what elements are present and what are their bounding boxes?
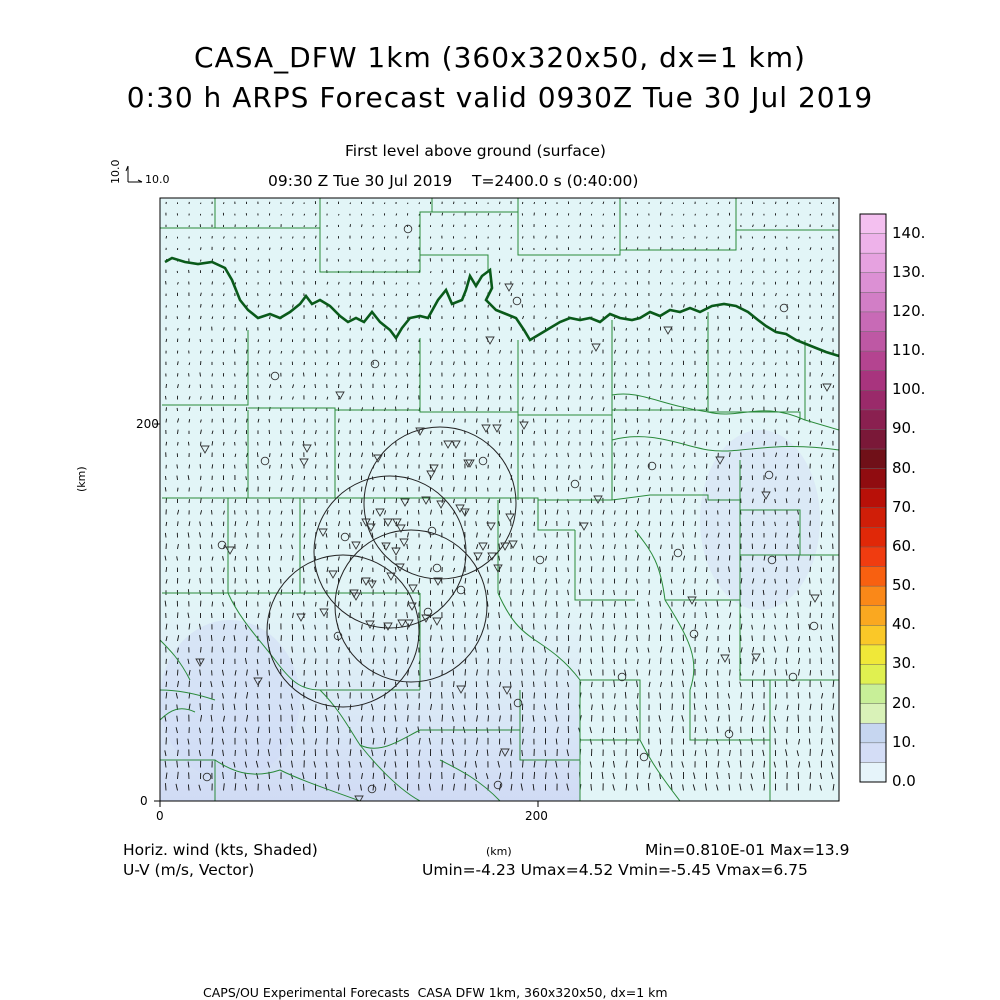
colorbar [859, 213, 887, 783]
field-legend-vector: U-V (m/s, Vector) [123, 861, 255, 879]
colorbar-swatch [860, 703, 886, 724]
x-tick-label-200: 200 [525, 809, 548, 823]
colorbar-label: 80. [892, 458, 916, 477]
observation-stations [195, 224, 832, 801]
colorbar-label: 140. [892, 223, 926, 242]
colorbar-swatch [860, 449, 886, 469]
colorbar-swatch [860, 292, 886, 313]
colorbar-swatch [860, 625, 886, 646]
colorbar-swatch [860, 370, 886, 391]
y-tick-label-0: 0 [140, 794, 148, 808]
field-legend-shaded: Horiz. wind (kts, Shaded) [123, 841, 318, 859]
colorbar-swatch [860, 723, 886, 744]
colorbar-label: 90. [892, 419, 916, 438]
colorbar-label: 10. [892, 732, 916, 751]
uv-extrema-stats: Umin=-4.23 Umax=4.52 Vmin=-5.45 Vmax=6.7… [422, 861, 808, 879]
radar-ring [266, 554, 420, 708]
wind-vector-field [164, 201, 835, 791]
colorbar-label: 20. [892, 693, 916, 712]
colorbar-swatch [860, 409, 886, 430]
colorbar-label: 100. [892, 380, 926, 399]
colorbar-swatch [860, 566, 886, 587]
colorbar-swatch [860, 644, 886, 665]
reference-vector-v-label: 10.0 [109, 159, 122, 185]
colorbar-swatch [860, 546, 886, 567]
colorbar-swatch [860, 253, 886, 274]
x-tick-label-0: 0 [156, 809, 164, 823]
colorbar-label: 0.0 [892, 772, 916, 790]
colorbar-swatch [860, 762, 886, 783]
colorbar-label: 40. [892, 615, 916, 634]
colorbar-label: 110. [892, 341, 926, 360]
plot-frame [159, 197, 840, 802]
colorbar-label: 70. [892, 497, 916, 516]
colorbar-frame [859, 213, 887, 783]
footer-credit: CAPS/OU Experimental Forecasts CASA DFW … [203, 985, 668, 1000]
colorbar-swatch [860, 311, 886, 332]
colorbar-swatch [860, 429, 886, 450]
axis-ticks [154, 423, 539, 807]
reference-vector-u-label: 10.0 [145, 173, 170, 186]
colorbar-swatch [860, 272, 886, 293]
x-axis-unit: (km) [486, 845, 512, 858]
wind-shade-region [160, 620, 300, 780]
plot-title-line1: CASA_DFW 1km (360x320x50, dx=1 km) [194, 41, 806, 74]
radar-ring [313, 475, 467, 629]
colorbar-label: 120. [892, 301, 926, 320]
colorbar-swatch [860, 351, 886, 371]
colorbar-swatch [860, 233, 886, 254]
colorbar-swatch [860, 468, 886, 489]
colorbar-swatch [860, 605, 886, 626]
plot-title-line2: 0:30 h ARPS Forecast valid 0930Z Tue 30 … [126, 81, 874, 114]
radar-ring [363, 426, 517, 580]
colorbar-swatch [860, 586, 886, 607]
colorbar-label: 50. [892, 576, 916, 595]
colorbar-swatch [860, 214, 886, 234]
state-boundary-line [164, 256, 839, 358]
wind-shade-region [700, 430, 820, 610]
county-boundaries [160, 198, 839, 801]
colorbar-swatch [860, 390, 886, 411]
radar-range-rings [266, 426, 517, 708]
y-tick-label-200: 200 [136, 417, 159, 431]
colorbar-swatch [860, 684, 886, 704]
valid-time-label: 09:30 Z Tue 30 Jul 2019 T=2400.0 s (0:40… [268, 172, 639, 190]
min-max-stats: Min=0.810E-01 Max=13.9 [645, 841, 850, 859]
y-axis-unit: (km) [75, 466, 88, 492]
colorbar-swatch [860, 664, 886, 685]
colorbar-swatch [860, 527, 886, 548]
colorbar-swatch [860, 488, 886, 509]
colorbar-label: 30. [892, 654, 916, 673]
level-label: First level above ground (surface) [345, 142, 606, 160]
colorbar-label: 130. [892, 262, 926, 281]
colorbar-swatch [860, 507, 886, 528]
colorbar-swatch [860, 742, 886, 763]
colorbar-swatch [860, 331, 886, 352]
radar-ring [334, 529, 488, 683]
colorbar-label: 60. [892, 536, 916, 555]
reference-vector-arrow [125, 165, 143, 183]
